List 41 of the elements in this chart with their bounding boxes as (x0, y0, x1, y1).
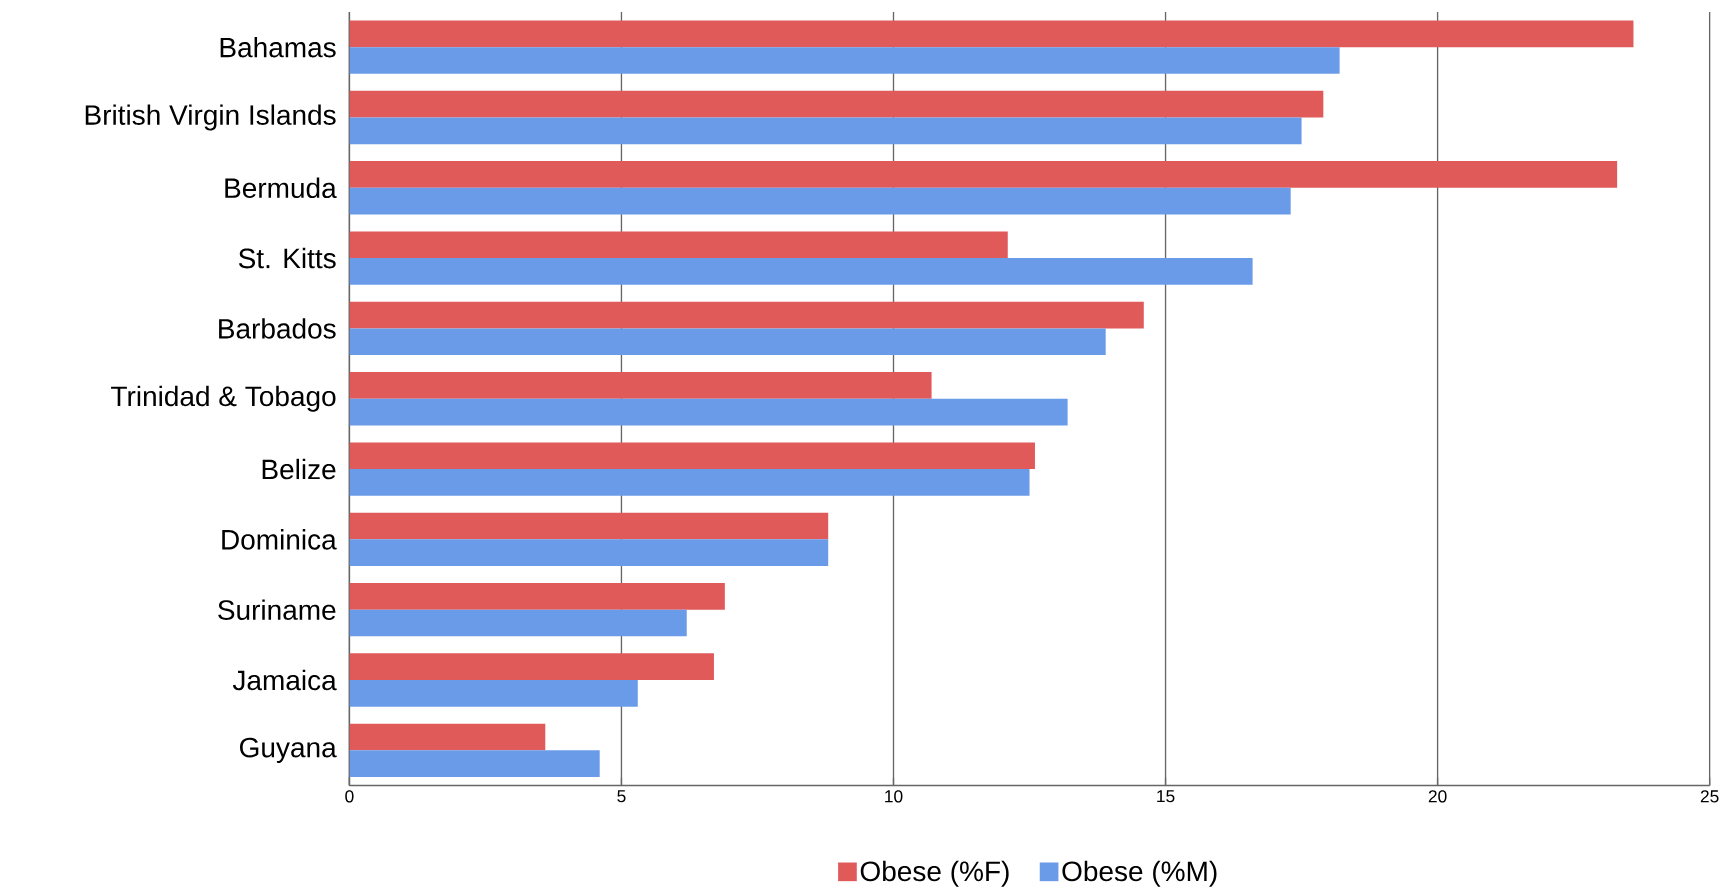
bar (349, 231, 1008, 259)
x-tick-label: 10 (885, 790, 903, 803)
y-tick-label: Barbados (219, 318, 336, 339)
bar (349, 20, 1634, 48)
x-tick-label: 25 (1700, 790, 1719, 803)
bar (349, 442, 1035, 470)
legend-label: Obese (%F) (860, 860, 1009, 888)
x-tick-label: 0 (345, 790, 354, 803)
bar (349, 188, 1291, 215)
bar (349, 398, 1068, 426)
bar (349, 723, 546, 751)
x-tick-label: 20 (1428, 790, 1447, 803)
y-tick-label: Bahamas (220, 37, 336, 58)
bar (349, 258, 1253, 286)
bar (349, 653, 714, 681)
bar (349, 117, 1302, 145)
bar (349, 680, 638, 707)
bar (349, 328, 1106, 356)
y-tick-label: Suriname (218, 599, 336, 621)
y-tick-label: Trinidad & Tobago (111, 385, 336, 413)
bar (349, 512, 829, 540)
bar (349, 609, 687, 637)
legend-label: Obese (%M) (1062, 860, 1217, 888)
y-tick-label: St. Kitts (238, 248, 336, 269)
y-tick-label: Dominica (222, 529, 337, 550)
bar (349, 91, 1324, 118)
y-tick-label: Bermuda (225, 177, 337, 199)
bar (349, 469, 1030, 496)
y-tick-label: British Virgin Islands (85, 104, 336, 131)
y-tick-label: Guyana (240, 737, 337, 764)
bar (349, 161, 1618, 189)
bar (349, 372, 932, 399)
bar (349, 302, 1144, 329)
bar (349, 539, 829, 567)
x-tick-label: 15 (1157, 790, 1175, 803)
bar (349, 47, 1340, 75)
bar (349, 583, 725, 610)
y-tick-label: Belize (262, 459, 336, 480)
x-tick-label: 5 (617, 790, 626, 803)
bar (349, 750, 600, 778)
y-tick-label: Jamaica (232, 669, 337, 691)
